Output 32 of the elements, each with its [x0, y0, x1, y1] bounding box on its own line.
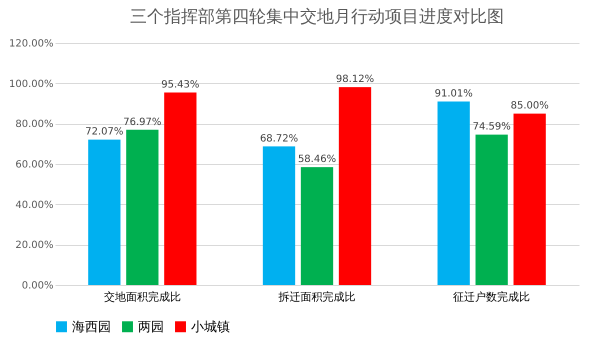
x-tick-label: 征迁户数完成比 [453, 290, 530, 304]
bar [514, 114, 546, 285]
y-tick-label: 20.00% [15, 240, 54, 252]
y-tick-label: 80.00% [15, 119, 54, 130]
bar [88, 140, 120, 285]
legend-label: 小城镇 [191, 320, 230, 335]
data-label: 68.72% [260, 133, 298, 144]
data-label: 58.46% [298, 154, 336, 166]
y-tick-label: 0.00% [22, 280, 54, 292]
y-tick-label: 120.00% [9, 38, 54, 50]
legend-label: 海西园 [72, 320, 111, 335]
bar [262, 146, 296, 285]
y-tick-label: 100.00% [9, 78, 54, 90]
data-label: 95.43% [161, 80, 200, 91]
x-tick-label: 拆迁面积完成比 [278, 290, 356, 304]
data-label: 76.97% [123, 116, 162, 128]
data-label: 72.07% [85, 126, 124, 138]
x-tick-label: 交地面积完成比 [104, 290, 181, 304]
data-label: 98.12% [336, 74, 374, 86]
chart-title: 三个指挥部第四轮集中交地月行动项目进度对比图 [130, 7, 504, 27]
legend-label: 两园 [138, 320, 164, 335]
bar [126, 130, 158, 285]
y-tick-label: 40.00% [15, 200, 54, 211]
bar [164, 92, 196, 285]
y-tick-label: 60.00% [15, 160, 54, 170]
bar [300, 167, 334, 285]
bar [438, 101, 470, 285]
data-label: 91.01% [434, 88, 473, 100]
data-label: 74.59% [472, 122, 511, 133]
data-label: 85.00% [510, 100, 549, 112]
bar [476, 134, 508, 285]
bar [338, 87, 372, 285]
